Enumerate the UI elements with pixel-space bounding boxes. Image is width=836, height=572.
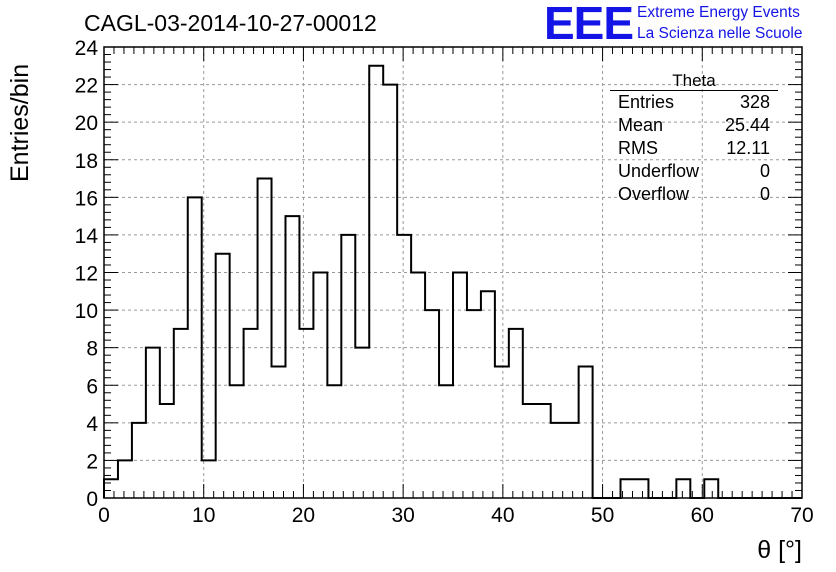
y-tick-label: 14	[75, 225, 99, 248]
histogram-bin	[579, 366, 593, 498]
y-tick-label: 10	[75, 300, 98, 323]
stats-row-entries: Entries 328	[610, 91, 778, 114]
stats-row-mean: Mean 25.44	[610, 114, 778, 137]
histogram-bin	[132, 423, 146, 498]
y-tick-label: 16	[75, 187, 98, 210]
histogram-bin	[272, 366, 286, 498]
histogram-bin	[313, 273, 327, 499]
stats-value: 25.44	[724, 115, 770, 135]
histogram-bin	[425, 310, 439, 498]
histogram-bin	[146, 348, 160, 498]
eee-logo-line1: Extreme Energy Events	[637, 4, 800, 21]
y-tick-label: 4	[86, 413, 98, 436]
y-tick-label: 12	[75, 263, 98, 286]
x-tick-label: 40	[491, 504, 514, 527]
y-tick-label: 8	[86, 338, 98, 361]
y-tick-label: 18	[75, 150, 98, 173]
histogram-bin	[174, 329, 188, 498]
histogram-bin	[299, 329, 313, 498]
stats-title: Theta	[610, 72, 778, 91]
histogram-bin	[509, 329, 523, 498]
stats-label: RMS	[618, 138, 658, 158]
stats-row-overflow: Overflow 0	[610, 183, 778, 206]
y-tick-label: 2	[86, 450, 98, 473]
eee-logo-line2: La Scienza nelle Scuole	[637, 25, 803, 42]
histogram-bin	[397, 235, 411, 498]
stats-row-underflow: Underflow 0	[610, 160, 778, 183]
histogram-bin	[244, 329, 258, 498]
x-tick-label: 0	[98, 504, 110, 527]
stats-label: Entries	[618, 92, 675, 112]
histogram-bin	[104, 479, 118, 498]
histogram-bin	[467, 310, 481, 498]
x-tick-label: 30	[391, 504, 414, 527]
stats-label: Overflow	[618, 184, 690, 204]
histogram-bin	[160, 404, 174, 498]
stats-value: 0	[759, 161, 770, 181]
stats-value: 328	[739, 92, 770, 112]
histogram-bin	[216, 254, 230, 498]
histogram-bin	[704, 479, 718, 498]
histogram-bin	[341, 235, 355, 498]
y-tick-label: 22	[75, 75, 98, 98]
chart-title: CAGL-03-2014-10-27-00012	[84, 10, 377, 36]
histogram-bin	[411, 273, 425, 499]
axis-ticks	[103, 46, 803, 499]
histogram-bin	[369, 66, 383, 498]
x-axis-label: θ [°]	[757, 536, 802, 564]
histogram-bin	[230, 385, 244, 498]
histogram-bin	[285, 216, 299, 498]
histogram-bin	[565, 423, 579, 498]
eee-logo-letters: EEE	[544, 0, 634, 49]
histogram-bin	[676, 479, 690, 498]
histogram-bin	[495, 366, 509, 498]
histogram-bin	[383, 85, 397, 498]
x-tick-label: 50	[591, 504, 614, 527]
stats-value: 12.11	[726, 138, 770, 158]
x-tick-label: 60	[691, 504, 714, 527]
histogram-bin	[188, 197, 202, 498]
histogram-bin	[355, 348, 369, 498]
x-tick-label: 70	[790, 504, 813, 527]
histogram-bin	[258, 179, 272, 498]
y-tick-label: 0	[86, 488, 98, 511]
y-tick-label: 20	[75, 112, 98, 135]
histogram-bin	[537, 404, 551, 498]
stats-value: 0	[759, 184, 770, 204]
histogram-bin	[523, 404, 537, 498]
stats-label: Mean	[618, 115, 664, 135]
y-tick-label: 24	[75, 37, 99, 60]
histogram-bin	[453, 273, 467, 499]
histogram-bin	[118, 460, 132, 498]
histogram-bin	[481, 291, 495, 498]
stats-row-rms: RMS 12.11	[610, 137, 778, 160]
histogram-bin	[634, 479, 648, 498]
x-tick-label: 20	[292, 504, 315, 527]
x-tick-label: 10	[192, 504, 215, 527]
stats-box: Theta Entries 328 Mean 25.44 RMS 12.11 U…	[610, 72, 778, 206]
histogram-bin	[327, 385, 341, 498]
histogram-bin	[439, 385, 453, 498]
histogram-bin	[551, 423, 565, 498]
stats-label: Underflow	[618, 161, 700, 181]
y-tick-label: 6	[86, 375, 98, 398]
